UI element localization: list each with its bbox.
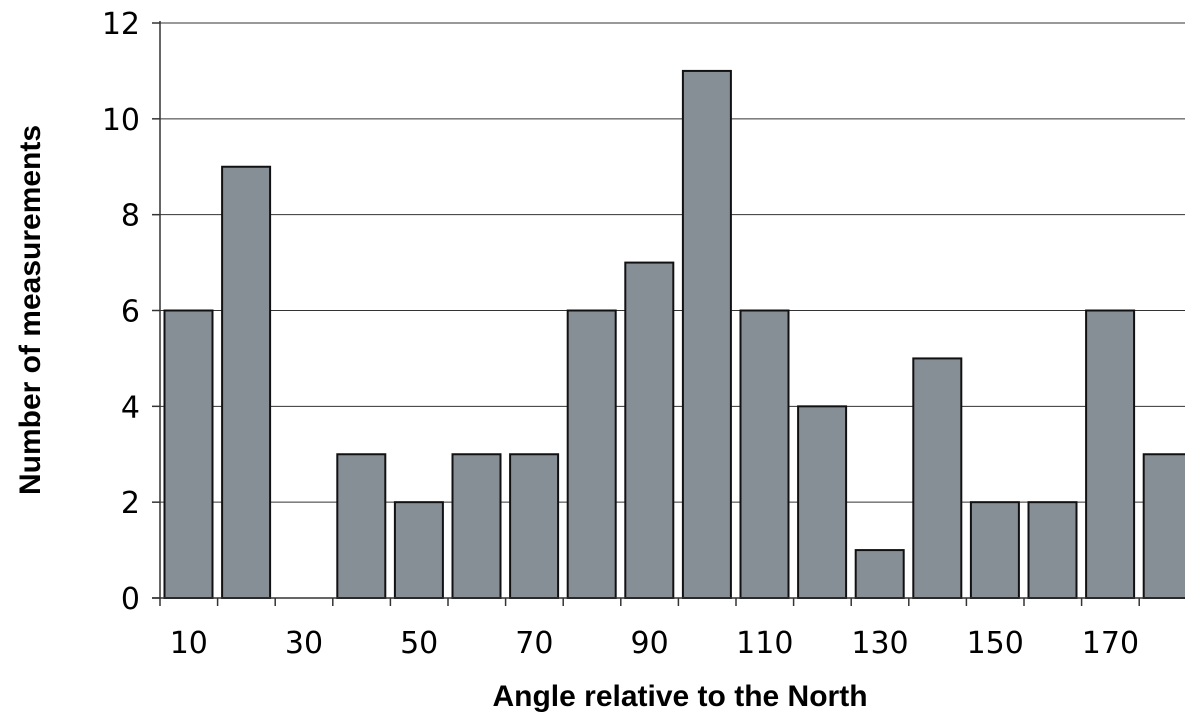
axes <box>152 21 1185 606</box>
x-tick-label: 50 <box>400 626 438 661</box>
x-axis-title: Angle relative to the North <box>492 680 867 713</box>
bars <box>163 69 1185 600</box>
bar-50 <box>393 501 444 599</box>
bar-80 <box>566 309 617 599</box>
y-tick-label: 2 <box>121 486 140 521</box>
x-tick-label: 130 <box>851 626 908 661</box>
bar-170 <box>1085 309 1136 599</box>
bar-110 <box>739 309 790 599</box>
y-tick-label: 8 <box>121 199 140 234</box>
y-tick-labels: 0 2 4 6 8 10 12 <box>102 7 140 617</box>
y-tick-label: 0 <box>121 582 140 617</box>
bar-100 <box>681 69 732 599</box>
x-tick-label: 90 <box>631 626 669 661</box>
x-tick-label: 10 <box>170 626 208 661</box>
y-axis-title: Number of measurements <box>14 125 47 495</box>
x-tick-label: 70 <box>515 626 553 661</box>
x-tick-labels: 10 30 50 70 90 110 130 150 170 <box>170 626 1139 661</box>
bar-60 <box>451 453 502 599</box>
bar-130 <box>854 549 905 599</box>
bar-20 <box>221 165 272 599</box>
y-tick-label: 6 <box>121 295 140 330</box>
bar-140 <box>912 357 963 599</box>
bar-90 <box>624 261 675 599</box>
bar-150 <box>969 501 1020 599</box>
bar-70 <box>509 453 560 599</box>
y-tick-label: 10 <box>102 103 140 138</box>
x-tick-label: 170 <box>1082 626 1139 661</box>
x-tick-label: 150 <box>967 626 1024 661</box>
bar-120 <box>797 405 848 600</box>
bar-40 <box>336 453 387 599</box>
bar-10 <box>163 309 214 599</box>
y-tick-label: 12 <box>102 7 140 42</box>
x-tick-label: 110 <box>736 626 793 661</box>
bar-180 <box>1142 453 1185 599</box>
bar-160 <box>1027 501 1078 599</box>
x-tick-label: 30 <box>285 626 323 661</box>
y-tick-label: 4 <box>121 390 140 425</box>
